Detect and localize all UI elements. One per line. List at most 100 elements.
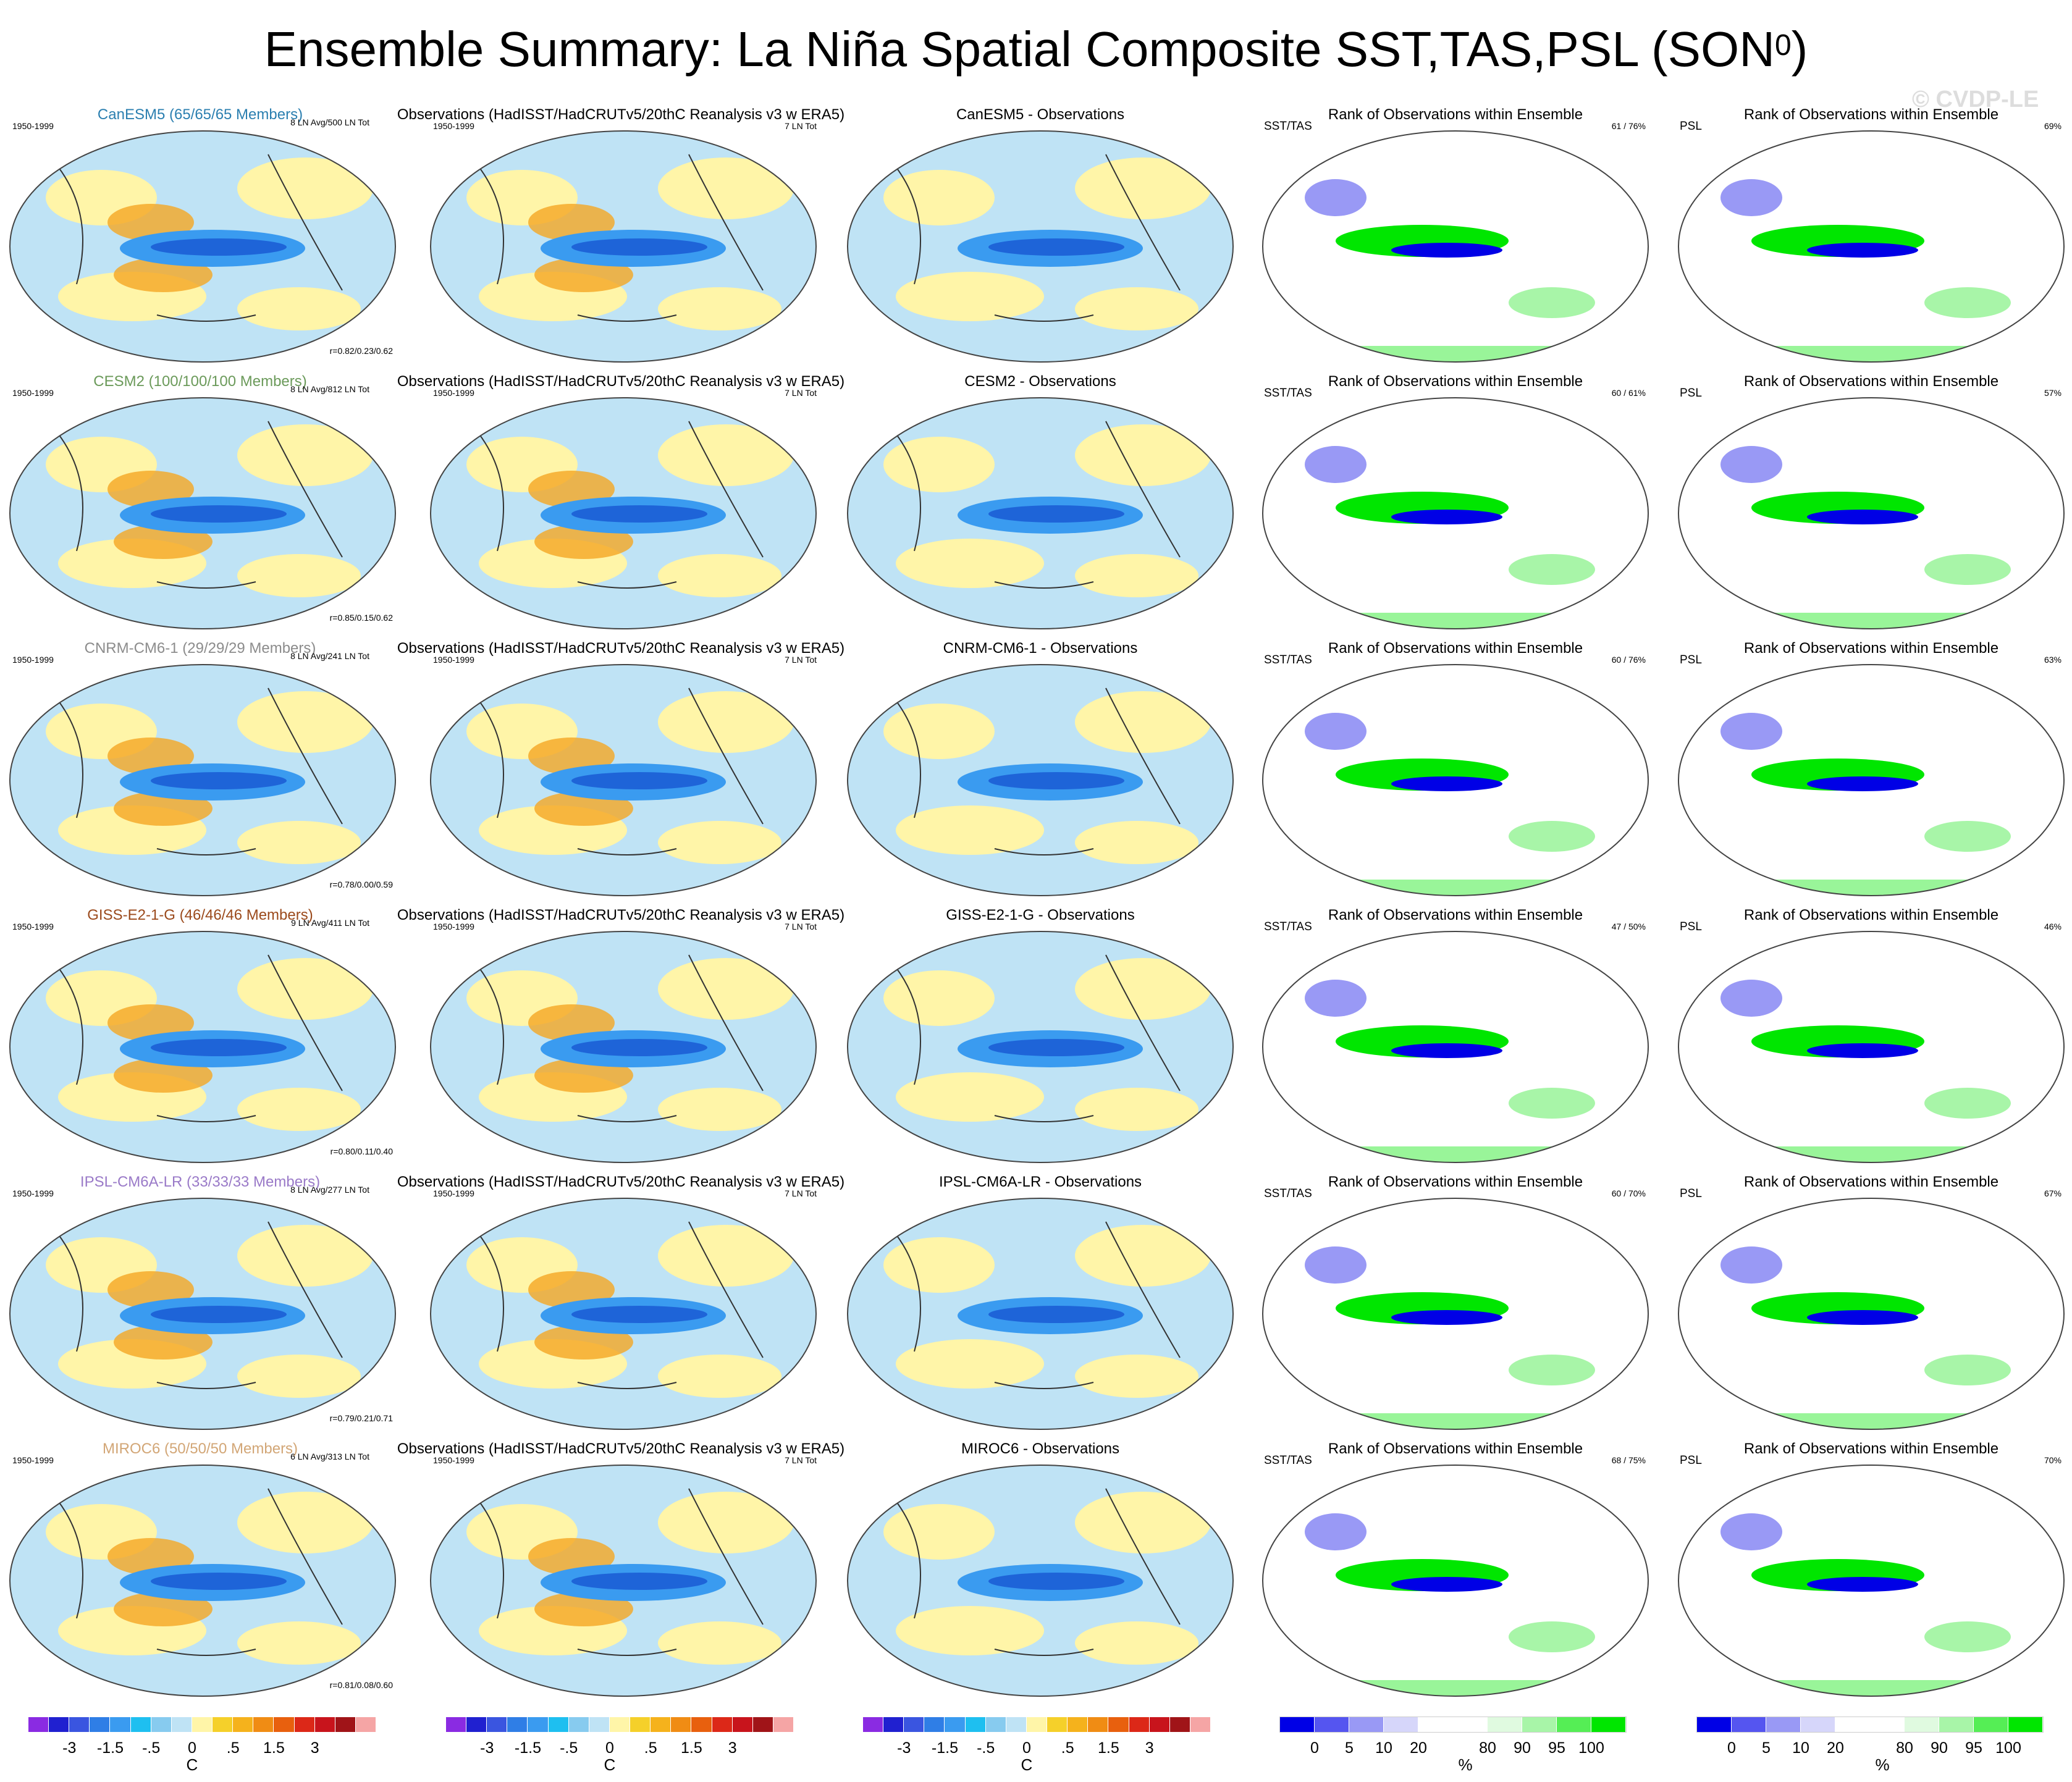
rank-title: Rank of Observations within Ensemble	[1328, 640, 1583, 657]
psl-contour	[478, 1488, 764, 1656]
map-outline	[1678, 664, 2065, 896]
map-outline	[9, 397, 396, 629]
watermark: © CVDP-LE	[1912, 86, 2039, 112]
obs-map	[430, 130, 817, 363]
pattern-correlation: r=0.81/0.08/0.60	[329, 1680, 393, 1690]
colorbar-swatch	[1026, 1717, 1048, 1732]
rank-map	[1678, 1198, 2065, 1430]
cold-tongue-core	[151, 1306, 287, 1323]
colorbar-tick-label: 1.5	[681, 1739, 702, 1757]
obs-map	[430, 1465, 817, 1697]
warm-anomaly	[1075, 1355, 1198, 1398]
warm-anomaly	[896, 805, 1044, 855]
rank-high-region	[1509, 1088, 1595, 1119]
model-title: IPSL-CM6A-LR (33/33/33 Members)	[80, 1174, 321, 1190]
diff-title: CESM2 - Observations	[964, 373, 1116, 390]
colorbar-tick-label: -.5	[560, 1739, 578, 1757]
colorbar-tick-label: 3	[1145, 1739, 1154, 1757]
warm-core	[114, 791, 213, 826]
map-outline	[9, 130, 396, 363]
colorbar-tick-label: 90	[1514, 1739, 1531, 1757]
warm-anomaly	[1075, 158, 1211, 219]
colorbar-tick-label: 100	[1578, 1739, 1604, 1757]
rank-percent: 69%	[2044, 121, 2061, 131]
psl-contour	[57, 421, 343, 589]
colorbar-swatch	[945, 1717, 966, 1732]
colorbar-swatch	[732, 1717, 753, 1732]
rank-title: Rank of Observations within Ensemble	[1328, 907, 1583, 923]
warm-core	[534, 524, 633, 559]
warm-core	[114, 524, 213, 559]
rank-high-region	[1678, 346, 2064, 362]
colorbar-swatch	[1108, 1717, 1129, 1732]
rank-colorbar	[1279, 1717, 1627, 1733]
cold-tongue-core	[151, 1573, 287, 1590]
warm-anomaly	[883, 1237, 995, 1293]
rank-map	[1262, 664, 1649, 896]
model-period: 1950-1999	[12, 655, 54, 665]
colorbar-tick-label: 0	[605, 1739, 614, 1757]
obs-period: 1950-1999	[433, 655, 474, 665]
psl-contour	[57, 954, 343, 1122]
ln-stats: 8 LN Avg/241 LN Tot	[290, 651, 369, 661]
warm-anomaly	[237, 554, 361, 597]
colorbar-swatch	[274, 1717, 295, 1732]
rank-low-region	[1720, 446, 1782, 483]
warm-anomaly	[658, 958, 794, 1020]
warm-anomaly	[883, 170, 995, 225]
warm-anomaly	[1075, 424, 1211, 486]
rank-high-region	[1678, 1146, 2064, 1162]
rank-high-region	[1678, 880, 2064, 896]
rank-percent: 60 / 70%	[1611, 1188, 1646, 1198]
warm-anomaly	[237, 158, 373, 219]
warm-core	[534, 1058, 633, 1093]
psl-contour	[895, 421, 1181, 589]
warm-anomaly	[658, 1621, 781, 1665]
model-map	[9, 664, 396, 896]
colorbar-swatch	[90, 1717, 111, 1732]
rank-map	[1262, 1198, 1649, 1430]
rank-title: Rank of Observations within Ensemble	[1328, 1440, 1583, 1457]
rank-high-region	[1924, 821, 2011, 852]
map-outline	[847, 397, 1234, 629]
warm-anomaly	[1075, 1621, 1198, 1665]
colorbar-swatch	[69, 1717, 90, 1732]
rank-title: Rank of Observations within Ensemble	[1743, 1174, 1999, 1190]
rank-high-region	[1263, 1146, 1648, 1162]
cold-tongue-core	[988, 1306, 1124, 1323]
warm-anomaly	[896, 272, 1044, 321]
rank-high-region	[1263, 613, 1648, 629]
psl-contour	[895, 1488, 1181, 1656]
rank-title: Rank of Observations within Ensemble	[1743, 373, 1999, 390]
colorbar-swatch	[446, 1717, 467, 1732]
warm-core	[534, 258, 633, 292]
rank-high-region	[1509, 287, 1595, 318]
colorbar-tick-label: -3	[62, 1739, 77, 1757]
warm-anomaly	[237, 1621, 361, 1665]
temperature-colorbar	[446, 1717, 794, 1732]
rank-low-region	[1305, 1513, 1367, 1550]
rank-percent: 60 / 61%	[1611, 388, 1646, 398]
rank-variable: PSL	[1680, 387, 1702, 400]
colorbar-tick-label: 20	[1410, 1739, 1427, 1757]
model-map	[9, 1465, 396, 1697]
colorbar-unit: %	[1458, 1755, 1473, 1774]
model-period: 1950-1999	[12, 388, 54, 398]
diff-title: CNRM-CM6-1 - Observations	[943, 640, 1138, 657]
colorbar-swatch	[1088, 1717, 1109, 1732]
diff-map	[847, 397, 1234, 629]
colorbar-swatch	[609, 1717, 631, 1732]
warm-anomaly	[237, 287, 361, 330]
map-outline	[1262, 1465, 1649, 1697]
colorbar-swatch	[1974, 1717, 2008, 1732]
colorbar-swatch	[466, 1717, 487, 1732]
colorbar-swatch	[130, 1717, 151, 1732]
obs-count: 7 LN Tot	[785, 121, 817, 131]
rank-map	[1262, 931, 1649, 1163]
colorbar-tick-label: 10	[1792, 1739, 1809, 1757]
colorbar-swatch	[863, 1717, 884, 1732]
rank-low-region	[1305, 713, 1367, 750]
colorbar-swatch	[213, 1717, 234, 1732]
ln-stats: 8 LN Avg/500 LN Tot	[290, 117, 369, 127]
cold-tongue-core	[988, 1039, 1124, 1056]
